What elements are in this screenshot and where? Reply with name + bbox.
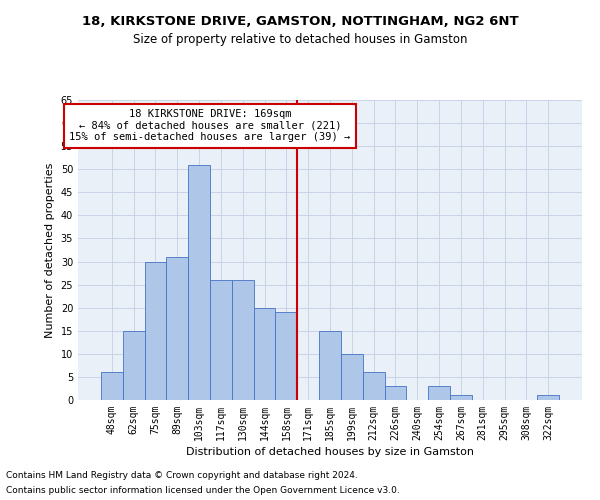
Bar	[537, 396, 559, 400]
Bar	[166, 257, 188, 400]
Bar	[319, 331, 341, 400]
Text: Contains HM Land Registry data © Crown copyright and database right 2024.: Contains HM Land Registry data © Crown c…	[6, 471, 358, 480]
Bar	[450, 396, 472, 400]
Bar	[145, 262, 166, 400]
Text: Size of property relative to detached houses in Gamston: Size of property relative to detached ho…	[133, 32, 467, 46]
Bar	[385, 386, 406, 400]
Bar	[254, 308, 275, 400]
Text: 18 KIRKSTONE DRIVE: 169sqm
← 84% of detached houses are smaller (221)
15% of sem: 18 KIRKSTONE DRIVE: 169sqm ← 84% of deta…	[70, 109, 350, 142]
Bar	[363, 372, 385, 400]
Bar	[188, 164, 210, 400]
Bar	[232, 280, 254, 400]
Bar	[275, 312, 297, 400]
Bar	[101, 372, 123, 400]
Text: 18, KIRKSTONE DRIVE, GAMSTON, NOTTINGHAM, NG2 6NT: 18, KIRKSTONE DRIVE, GAMSTON, NOTTINGHAM…	[82, 15, 518, 28]
Y-axis label: Number of detached properties: Number of detached properties	[45, 162, 55, 338]
X-axis label: Distribution of detached houses by size in Gamston: Distribution of detached houses by size …	[186, 447, 474, 457]
Bar	[210, 280, 232, 400]
Bar	[341, 354, 363, 400]
Bar	[428, 386, 450, 400]
Bar	[123, 331, 145, 400]
Text: Contains public sector information licensed under the Open Government Licence v3: Contains public sector information licen…	[6, 486, 400, 495]
